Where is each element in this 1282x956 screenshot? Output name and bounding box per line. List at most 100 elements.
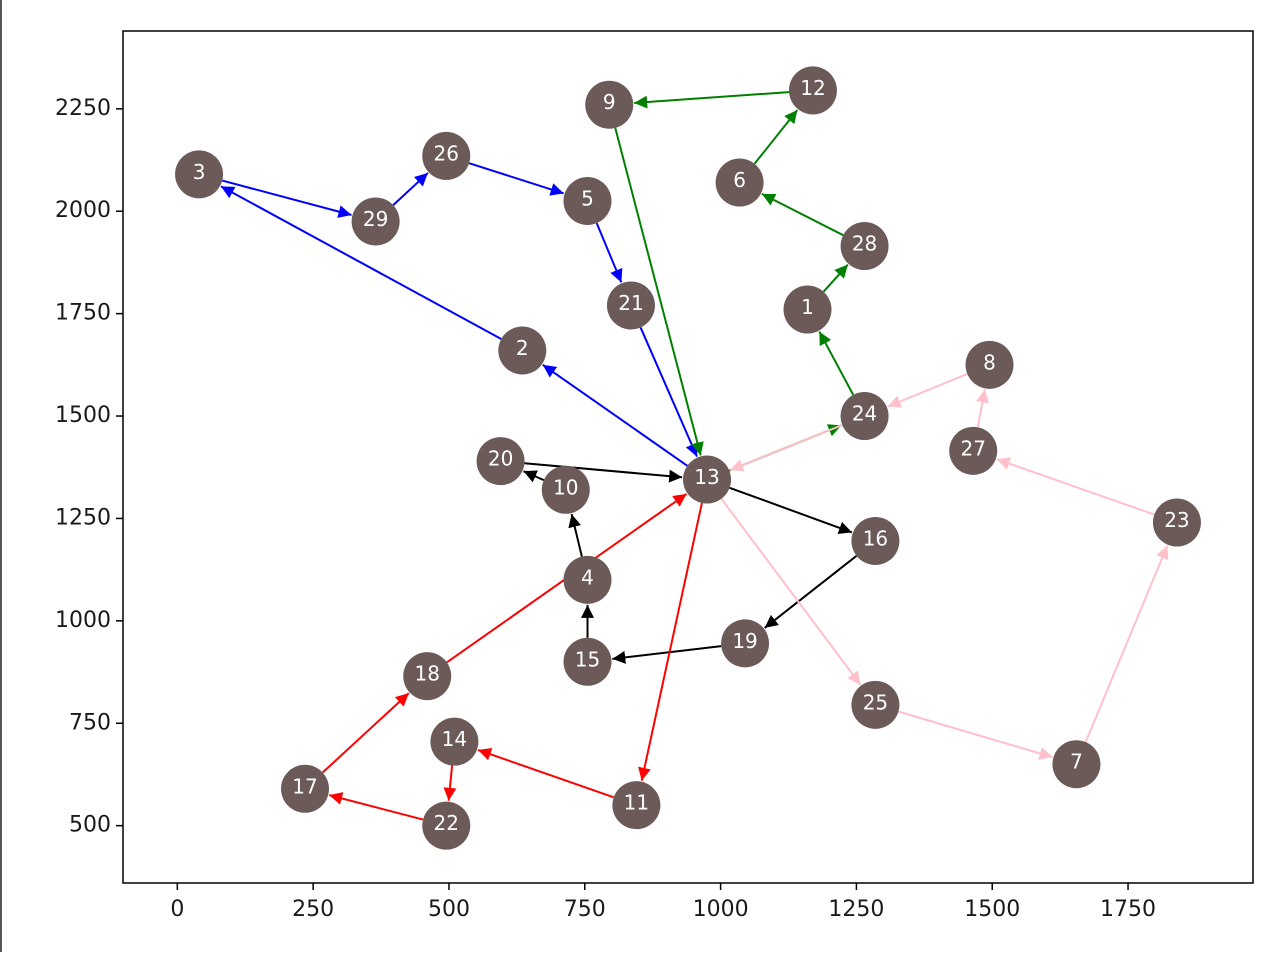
node-27: 27 (949, 426, 998, 475)
node-25: 25 (851, 680, 900, 729)
nodes-layer: 1234567891011121314151617181920212223242… (175, 66, 1201, 850)
y-tick-label-1250: 1250 (55, 505, 111, 530)
node-29-label: 29 (363, 207, 388, 231)
node-18-marker (403, 652, 452, 701)
node-24: 24 (840, 392, 889, 441)
y-tick-label-1750: 1750 (55, 301, 111, 326)
node-17: 17 (280, 764, 329, 813)
x-tick-label-1250: 1250 (828, 897, 884, 922)
node-5: 5 (563, 176, 612, 225)
x-tick-label-0: 0 (170, 897, 184, 922)
y-tick-label-750: 750 (69, 710, 111, 735)
node-1: 1 (783, 285, 832, 334)
edge-23-27 (996, 457, 1155, 516)
edge-28-6 (761, 192, 844, 237)
node-23-label: 23 (1164, 508, 1189, 532)
node-24-label: 24 (852, 402, 877, 426)
node-20-label: 20 (488, 447, 513, 471)
node-19-label: 19 (732, 629, 757, 653)
window-edge (0, 0, 2, 952)
node-11-marker (612, 781, 661, 830)
node-1-marker (783, 285, 832, 334)
edge-13-2 (542, 363, 688, 467)
node-21: 21 (606, 281, 655, 330)
node-9-marker (585, 80, 634, 129)
edge-7-23 (1084, 545, 1169, 743)
node-3-marker (175, 150, 224, 199)
edge-27-8 (976, 389, 989, 428)
node-4: 4 (563, 555, 612, 604)
x-tick-label-250: 250 (292, 897, 334, 922)
edge-9-13 (614, 127, 704, 456)
node-12-marker (788, 66, 837, 115)
y-tick-label-1000: 1000 (55, 608, 111, 633)
node-7: 7 (1052, 740, 1101, 789)
node-16-marker (851, 516, 900, 565)
edge-21-13 (639, 327, 698, 458)
edge-2-3 (220, 185, 502, 340)
node-27-label: 27 (960, 436, 985, 460)
node-29: 29 (351, 197, 400, 246)
node-14: 14 (430, 717, 479, 766)
edge-14-22 (443, 765, 457, 801)
node-12-label: 12 (800, 76, 825, 100)
node-8: 8 (965, 340, 1014, 389)
node-5-marker (563, 176, 612, 225)
node-26: 26 (422, 131, 471, 180)
node-3: 3 (175, 150, 224, 199)
node-22-marker (422, 801, 471, 850)
edge-20-13 (524, 462, 683, 483)
node-27-marker (949, 426, 998, 475)
edge-22-17 (328, 792, 424, 821)
node-17-label: 17 (292, 774, 317, 798)
edge-1-28 (822, 263, 849, 293)
edges-layer (220, 91, 1169, 821)
y-tick-label-2000: 2000 (55, 198, 111, 223)
x-tick-label-1000: 1000 (693, 897, 749, 922)
node-10: 10 (541, 465, 590, 514)
node-19: 19 (721, 619, 770, 668)
node-22: 22 (422, 801, 471, 850)
node-9: 9 (585, 80, 634, 129)
node-10-marker (541, 465, 590, 514)
node-4-marker (563, 555, 612, 604)
edge-25-7 (898, 710, 1053, 760)
node-8-marker (965, 340, 1014, 389)
node-6-marker (715, 158, 764, 207)
edge-13-11 (638, 502, 703, 781)
node-1-label: 1 (801, 295, 814, 319)
node-28-marker (840, 222, 889, 271)
node-19-marker (721, 619, 770, 668)
edge-19-15 (612, 645, 722, 664)
edge-26-5 (468, 162, 564, 196)
node-6: 6 (715, 158, 764, 207)
node-20: 20 (476, 437, 525, 486)
y-tick-label-2250: 2250 (55, 96, 111, 121)
edge-24-1 (818, 331, 855, 396)
node-2-marker (498, 326, 547, 375)
node-13-marker (683, 455, 732, 504)
node-26-marker (422, 131, 471, 180)
node-15-label: 15 (575, 647, 600, 671)
node-13: 13 (683, 455, 732, 504)
axes-layer: 0 250 500 750 1000 1250 1500 1750 500 750 1000 1250… (55, 30, 1254, 922)
node-28-label: 28 (852, 232, 877, 256)
node-2-label: 2 (516, 336, 529, 360)
node-24-marker (840, 392, 889, 441)
edge-6-12 (753, 109, 799, 165)
x-tick-label-1500: 1500 (964, 897, 1020, 922)
node-10-label: 10 (553, 475, 578, 499)
node-6-label: 6 (733, 168, 746, 192)
node-11: 11 (612, 781, 661, 830)
node-13-label: 13 (694, 465, 719, 489)
node-12: 12 (788, 66, 837, 115)
node-2: 2 (498, 326, 547, 375)
node-20-marker (476, 437, 525, 486)
x-tick-label-1750: 1750 (1100, 897, 1156, 922)
edge-13-25 (720, 498, 862, 686)
node-17-marker (280, 764, 329, 813)
node-3-label: 3 (193, 160, 206, 184)
node-26-label: 26 (434, 141, 459, 165)
